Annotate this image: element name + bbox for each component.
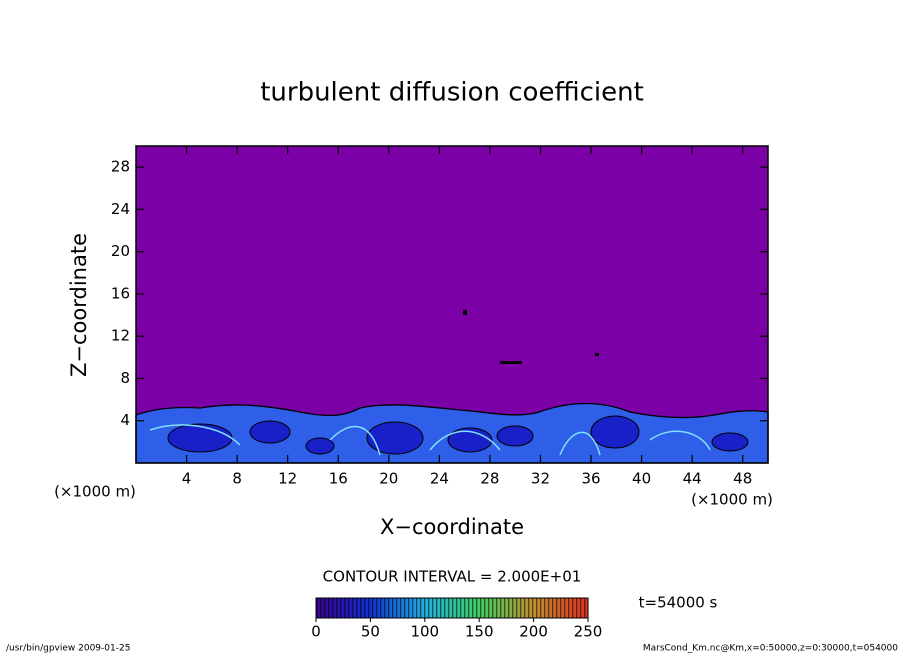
footer-right: MarsCond_Km.nc@Km,x=0:50000,z=0:30000,t=… (643, 644, 898, 654)
y-tick-label: 8 (120, 369, 130, 387)
y-tick-label: 4 (120, 411, 130, 429)
x-tick-label: 36 (581, 470, 600, 488)
x-unit-label: (×1000 m) (691, 491, 773, 509)
footer-left: /usr/bin/gpview 2009-01-25 (6, 644, 130, 654)
y-unit-label: (×1000 m) (54, 483, 136, 501)
colorbar-tick-label: 200 (519, 623, 548, 641)
colorbar-tick-label: 0 (311, 623, 321, 641)
chart-title: turbulent diffusion coefficient (260, 78, 644, 108)
x-tick-label: 28 (480, 470, 499, 488)
x-tick-label: 4 (182, 470, 192, 488)
colorbar-tick-label: 150 (465, 623, 494, 641)
colorbar-tick-label: 50 (361, 623, 380, 641)
field-specks (463, 310, 599, 364)
y-axis-label: Z−coordinate (67, 233, 91, 377)
x-tick-label: 44 (683, 470, 702, 488)
x-axis-label: X−coordinate (380, 515, 524, 539)
field-contours (149, 424, 711, 456)
y-tick-label: 16 (111, 284, 130, 302)
x-tick-label: 48 (733, 470, 752, 488)
contour-interval: CONTOUR INTERVAL = 2.000E+01 (323, 568, 582, 586)
x-tick-label: 12 (278, 470, 297, 488)
y-tick-label: 24 (111, 200, 130, 218)
y-tick-label: 12 (111, 327, 130, 345)
x-tick-label: 40 (632, 470, 651, 488)
field-blobs (167, 415, 749, 455)
colorbar-tick-label: 250 (574, 623, 603, 641)
x-tick-label: 8 (232, 470, 242, 488)
x-tick-label: 24 (430, 470, 449, 488)
y-tick-label: 28 (111, 158, 130, 176)
x-tick-label: 16 (329, 470, 348, 488)
colorbar-frame (315, 597, 589, 619)
x-tick-label: 20 (379, 470, 398, 488)
x-tick-label: 32 (531, 470, 550, 488)
y-tick-label: 20 (111, 242, 130, 260)
plot-frame (135, 145, 769, 464)
colorbar-tick-label: 100 (410, 623, 439, 641)
time-label: t=54000 s (639, 594, 718, 612)
